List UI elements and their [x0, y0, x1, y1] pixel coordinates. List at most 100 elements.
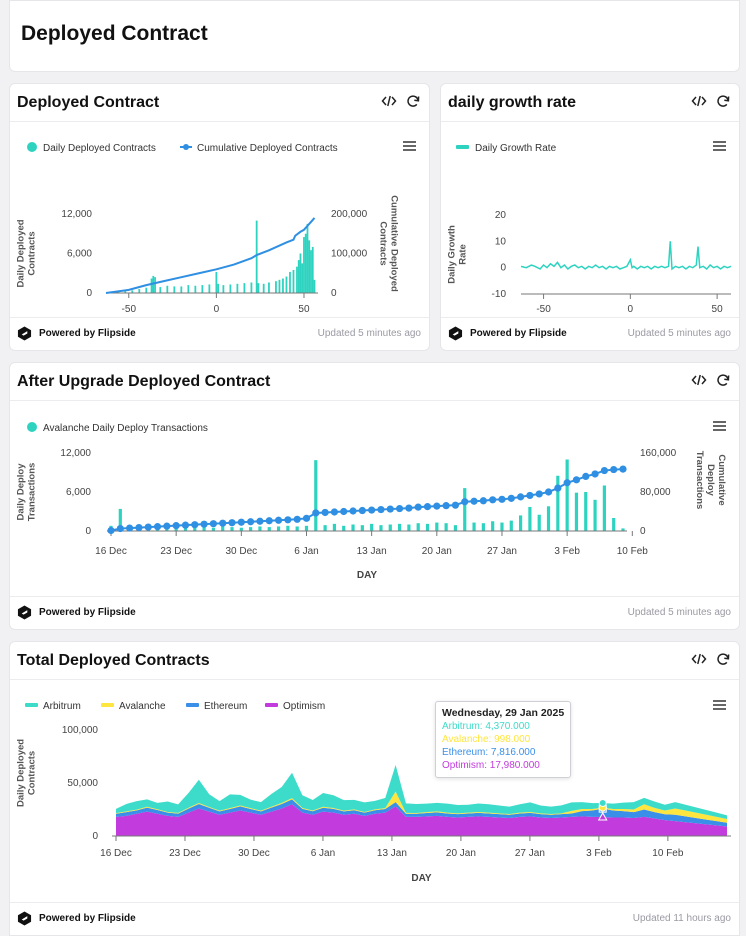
- x-tick-label: 30 Dec: [225, 546, 257, 557]
- bar-daily-deployed: [159, 287, 162, 293]
- menu-line: [713, 425, 726, 427]
- point-cumulative-deploy: [591, 470, 599, 478]
- refresh-icon[interactable]: [715, 372, 731, 388]
- point-cumulative-deploy: [116, 524, 124, 533]
- deployed-contract-chart: Daily Deployed Contracts Cumulative Deplo…: [16, 141, 416, 315]
- bar-avalanche-daily: [574, 492, 579, 531]
- bar-daily-deployed: [173, 286, 176, 293]
- deployed-contract-card: Deployed Contract Daily Deployed Contrac…: [9, 83, 430, 351]
- bar-avalanche-daily: [556, 475, 560, 531]
- bar-avalanche-daily: [612, 518, 616, 531]
- point-cumulative-deploy: [153, 523, 162, 531]
- flipside-brand[interactable]: Powered by Flipside: [17, 911, 136, 926]
- code-embed-icon[interactable]: [381, 93, 397, 109]
- bar-avalanche-daily: [332, 523, 337, 531]
- total-deployed-card: Total Deployed Contracts Arbitrum Avalanc…: [9, 641, 740, 936]
- chart-menu-icon[interactable]: [403, 141, 416, 151]
- bar-avalanche-daily: [202, 527, 206, 531]
- x-tick-label: 3 Feb: [586, 848, 612, 859]
- updated-time: Updated 5 minutes ago: [317, 328, 421, 339]
- divider: [10, 121, 429, 122]
- bar-daily-deployed: [303, 237, 305, 293]
- bar-avalanche-daily: [379, 525, 383, 531]
- bar-daily-deployed: [311, 246, 314, 293]
- card-footer: Powered by Flipside Updated 11 hours ago: [10, 903, 739, 935]
- y-tick-label: 0: [500, 263, 506, 274]
- bar-daily-deployed: [262, 283, 265, 293]
- flipside-brand[interactable]: Powered by Flipside: [448, 326, 567, 341]
- point-cumulative-deploy: [247, 518, 255, 526]
- bar-daily-deployed: [208, 284, 211, 293]
- y-tick-label: 100,000: [62, 725, 99, 736]
- flipside-brand[interactable]: Powered by Flipside: [17, 326, 136, 341]
- bar-avalanche-daily: [193, 527, 197, 531]
- point-cumulative-deploy: [414, 503, 422, 511]
- bar-daily-deployed: [304, 233, 307, 293]
- point-cumulative-deploy: [209, 520, 217, 528]
- divider: [10, 902, 739, 903]
- divider: [10, 596, 739, 597]
- y2-tick-label: 100,000: [331, 249, 368, 260]
- point-cumulative-deploy: [368, 506, 376, 514]
- bar-avalanche-daily: [276, 526, 281, 531]
- bar-daily-deployed: [310, 250, 312, 293]
- point-cumulative-deploy: [302, 514, 311, 522]
- x-axis-title: DAY: [411, 873, 432, 884]
- refresh-icon[interactable]: [715, 93, 731, 109]
- code-embed-icon[interactable]: [691, 651, 707, 667]
- brand-label: Powered by Flipside: [39, 607, 136, 618]
- point-cumulative-deploy: [181, 521, 190, 529]
- total-deployed-chart: Arbitrum Avalanche Ethereum Optimism 100,000…: [16, 700, 731, 884]
- point-cumulative-deploy: [395, 504, 404, 513]
- bar-avalanche-daily: [546, 506, 551, 531]
- chart-menu-icon[interactable]: [713, 141, 726, 151]
- divider: [441, 121, 739, 122]
- point-cumulative-deploy: [330, 508, 339, 516]
- bar-avalanche-daily: [323, 525, 327, 531]
- code-embed-icon[interactable]: [691, 93, 707, 109]
- tooltip-line-optimism: Optimism: 17,980.000: [442, 760, 540, 771]
- x-tick-label: 27 Jan: [515, 848, 545, 859]
- card-title: After Upgrade Deployed Contract: [17, 373, 271, 390]
- bar-daily-deployed: [292, 269, 295, 293]
- brand-label: Powered by Flipside: [39, 913, 136, 924]
- bar-daily-deployed: [138, 289, 141, 293]
- x-tick-label: 6 Jan: [311, 848, 335, 859]
- bar-avalanche-daily: [267, 527, 271, 531]
- legend-swatch-growth: [456, 145, 469, 149]
- bar-avalanche-daily: [444, 523, 448, 531]
- point-cumulative-deploy: [517, 493, 525, 501]
- y-axis-title: Daily DeployTransactions: [16, 463, 38, 522]
- bar-avalanche-daily: [416, 523, 420, 531]
- point-cumulative-deploy: [358, 506, 366, 515]
- bar-daily-deployed: [275, 281, 277, 293]
- bar-avalanche-daily: [584, 492, 588, 531]
- flipside-logo-icon: [448, 326, 463, 341]
- card-footer: Powered by Flipside Updated 5 minutes ag…: [10, 597, 739, 629]
- code-embed-icon[interactable]: [691, 372, 707, 388]
- x-tick-label: -50: [122, 304, 137, 315]
- bar-daily-deployed: [166, 285, 169, 293]
- card-actions: [691, 372, 731, 388]
- refresh-icon[interactable]: [715, 651, 731, 667]
- x-tick-label: 0: [214, 304, 220, 315]
- card-title: daily growth rate: [448, 94, 577, 111]
- y-tick-label: 0: [86, 288, 92, 299]
- bar-daily-deployed: [194, 285, 197, 293]
- chart-menu-icon[interactable]: [713, 700, 726, 710]
- bar-daily-deployed: [250, 282, 253, 293]
- bar-daily-deployed: [229, 284, 232, 293]
- y-tick-label: 0: [85, 526, 91, 537]
- y2-axis-title: CumulativeDeployTransactions: [694, 451, 727, 510]
- point-cumulative-deploy: [312, 509, 320, 517]
- chart-menu-icon[interactable]: [713, 421, 726, 431]
- point-cumulative-deploy: [526, 491, 534, 500]
- bar-daily-deployed: [296, 266, 298, 293]
- refresh-icon[interactable]: [405, 93, 421, 109]
- bar-avalanche-daily: [239, 527, 243, 531]
- bar-avalanche-daily: [397, 523, 402, 531]
- x-tick-label: 27 Jan: [487, 546, 517, 557]
- flipside-brand[interactable]: Powered by Flipside: [17, 605, 136, 620]
- bar-daily-deployed: [150, 278, 153, 293]
- y-axis-title: Daily DeployedContracts: [16, 219, 38, 287]
